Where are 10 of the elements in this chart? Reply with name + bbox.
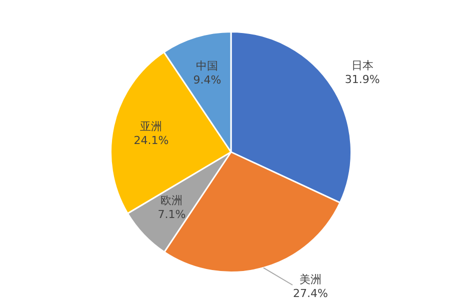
data-label: 27.4% [293,286,328,300]
data-label: 31.9% [344,73,380,86]
data-label: 24.1% [134,134,169,147]
slice-label: 中国 [196,60,218,73]
data-label: 9.4% [193,74,222,87]
slice-label: 亚洲 [140,120,162,133]
data-label: 7.1% [158,208,186,222]
slice-label: 欧洲 [160,194,183,208]
slice-label: 美洲 [300,272,322,286]
slice-label: 日本 [351,59,374,72]
